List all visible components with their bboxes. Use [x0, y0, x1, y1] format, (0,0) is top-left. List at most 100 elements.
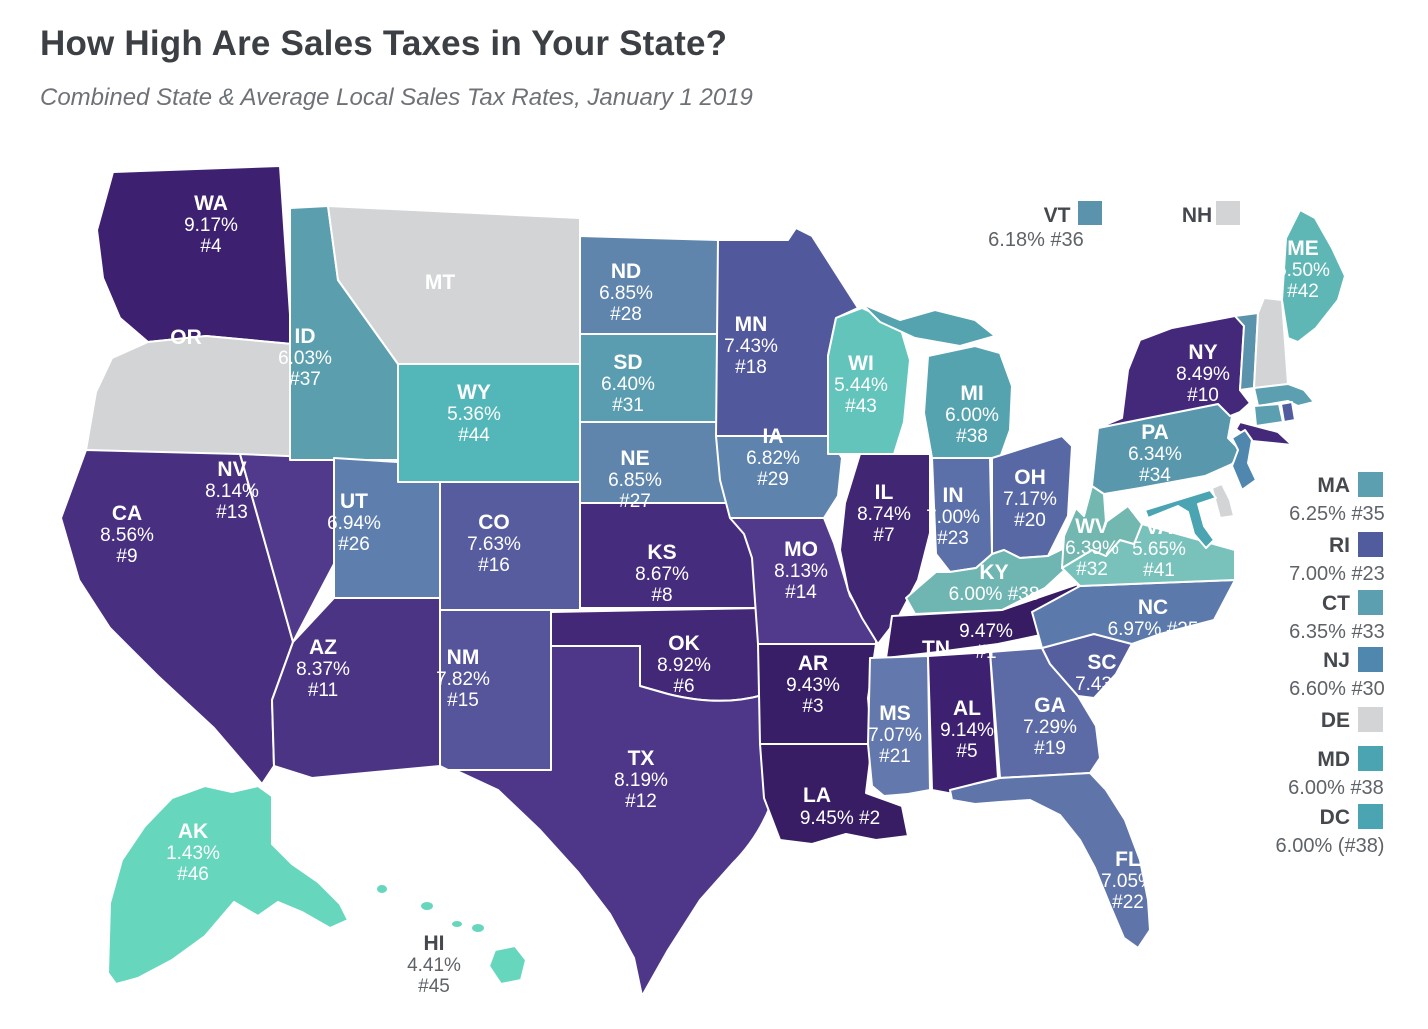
label-ar: AR 9.43% #3: [786, 652, 840, 717]
hawaii-big-island: [488, 945, 527, 985]
label-hi: HI 4.41% #45: [407, 932, 461, 997]
legend-ma-swatch: [1358, 472, 1383, 497]
label-ut: UT 6.94% #26: [327, 490, 381, 555]
state-florida: [949, 772, 1151, 949]
label-mi: MI 6.00% #38: [945, 382, 999, 447]
label-al: AL 9.14% #5: [940, 697, 994, 762]
state-vermont: [1234, 312, 1259, 391]
vt-callout: VT 6.18% #36: [988, 201, 1102, 251]
label-nc: NC 6.97% #25: [1108, 596, 1199, 640]
hawaii-island-1: [375, 883, 389, 895]
label-co: CO 7.63% #16: [467, 511, 521, 576]
legend-md-swatch: [1358, 746, 1383, 771]
page-title: How High Are Sales Taxes in Your State?: [40, 24, 728, 63]
label-me: ME 5.50% #42: [1276, 237, 1330, 302]
label-ny: NY 8.49% #10: [1176, 341, 1230, 406]
state-west-virginia: [1061, 485, 1143, 569]
legend-de-swatch: [1358, 707, 1383, 732]
label-id: ID 6.03% #37: [278, 325, 332, 390]
legend-ct-swatch: [1358, 590, 1383, 615]
state-oregon: [85, 335, 293, 461]
label-nm: NM 7.82% #15: [436, 646, 490, 711]
state-michigan: [861, 303, 1013, 459]
label-az: AZ 8.37% #11: [296, 636, 350, 701]
label-ca: CA 8.56% #9: [100, 502, 154, 567]
label-il: IL 8.74% #7: [857, 481, 911, 546]
legend-ri-swatch: [1358, 532, 1383, 557]
legend-de-abbr: DE: [1321, 709, 1350, 732]
state-colorado: [439, 481, 581, 611]
vt-color-swatch: [1078, 201, 1102, 225]
legend-dc-swatch: [1358, 804, 1383, 829]
state-arizona: [271, 597, 441, 779]
state-maine: [1281, 209, 1346, 343]
state-alaska: [107, 785, 349, 985]
state-shapes: [60, 165, 1346, 997]
legend-dc-abbr: DC: [1320, 806, 1350, 829]
label-wi: WI 5.44% #43: [834, 352, 888, 417]
label-wy: WY 5.36% #44: [447, 381, 501, 446]
label-ak: AK 1.43% #46: [166, 820, 220, 885]
state-maryland: [1144, 489, 1217, 549]
label-ok: OK 8.92% #6: [657, 632, 711, 697]
state-louisiana: [759, 743, 909, 845]
label-in: IN 7.00% #23: [926, 484, 980, 549]
label-tn-abbr: TN: [922, 637, 950, 660]
label-sc: SC 7.43% #17: [1075, 651, 1129, 716]
nh-callout: NH: [1182, 201, 1240, 227]
hawaii-island-2: [419, 900, 435, 912]
state-new-jersey: [1231, 429, 1257, 491]
hawaii-island-3: [450, 919, 464, 929]
label-tx: TX 8.19% #12: [614, 747, 668, 812]
label-mn: MN 7.43% #18: [724, 313, 778, 378]
label-tn-value: 9.47% #1: [959, 621, 1013, 663]
label-la-abbr: LA: [803, 784, 831, 807]
label-la-value: 9.45% #2: [800, 808, 880, 829]
label-ne: NE 6.85% #27: [608, 447, 662, 512]
page-subtitle: Combined State & Average Local Sales Tax…: [40, 84, 753, 111]
vt-callout-abbr: VT: [1044, 204, 1071, 227]
nh-color-swatch: [1216, 201, 1240, 225]
label-ky: KY 6.00% #38: [949, 561, 1040, 605]
label-mt: MT: [425, 271, 455, 294]
legend-ri-value: 7.00% #23: [1289, 563, 1385, 585]
legend-ct-abbr: CT: [1322, 592, 1350, 615]
legend-md-value: 6.00% #38: [1288, 777, 1384, 799]
label-nd: ND 6.85% #28: [599, 260, 653, 325]
nh-callout-abbr: NH: [1182, 204, 1212, 227]
state-hawaii: [375, 883, 527, 985]
legend-nj-value: 6.60% #30: [1289, 678, 1385, 700]
state-labels: WA 9.17% #4 OR MT ID 6.03% #37 WY 5.36% #44 NV…: [100, 192, 1330, 997]
legend-ct-value: 6.35% #33: [1289, 621, 1385, 643]
state-new-hampshire: [1253, 297, 1289, 389]
label-wv: WV 6.39% #32: [1065, 515, 1119, 580]
label-ks: KS 8.67% #8: [635, 541, 689, 606]
legend-md-abbr: MD: [1317, 748, 1350, 771]
legend-nj-swatch: [1358, 647, 1383, 672]
label-ia: IA 6.82% #29: [746, 425, 800, 490]
legend-nj-abbr: NJ: [1323, 649, 1350, 672]
label-va: VA 5.65% #41: [1132, 516, 1186, 581]
east-coast-legend: MA 6.25% #35 RI 7.00% #23 CT 6.35% #33 N…: [1276, 472, 1385, 857]
legend-ma-abbr: MA: [1317, 474, 1350, 497]
label-oh: OH 7.17% #20: [1003, 466, 1057, 531]
label-fl: FL 7.05% #22: [1101, 848, 1155, 913]
legend-ri-abbr: RI: [1329, 534, 1350, 557]
legend-ma-value: 6.25% #35: [1289, 503, 1385, 525]
label-sd: SD 6.40% #31: [601, 351, 655, 416]
hawaii-island-4: [470, 922, 486, 934]
state-delaware: [1211, 483, 1235, 519]
legend-dc-value: 6.00% (#38): [1276, 835, 1385, 857]
label-ms: MS 7.07% #21: [868, 702, 922, 767]
label-nv: NV 8.14% #13: [205, 458, 259, 523]
label-ga: GA 7.29% #19: [1023, 694, 1077, 759]
state-connecticut: [1253, 403, 1284, 427]
vt-callout-value: 6.18% #36: [988, 229, 1084, 251]
label-pa: PA 6.34% #34: [1128, 421, 1182, 486]
label-mo: MO 8.13% #14: [774, 538, 828, 603]
label-wa: WA 9.17% #4: [184, 192, 238, 257]
state-rhode-island: [1280, 401, 1296, 423]
label-or: OR: [170, 326, 202, 349]
